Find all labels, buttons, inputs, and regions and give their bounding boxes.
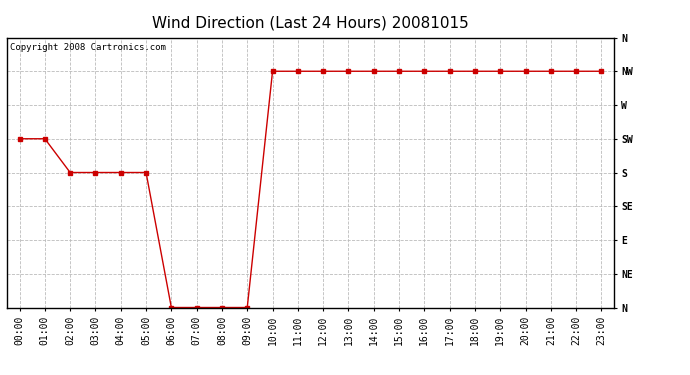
Text: Copyright 2008 Cartronics.com: Copyright 2008 Cartronics.com [10, 43, 166, 52]
Text: Wind Direction (Last 24 Hours) 20081015: Wind Direction (Last 24 Hours) 20081015 [152, 15, 469, 30]
